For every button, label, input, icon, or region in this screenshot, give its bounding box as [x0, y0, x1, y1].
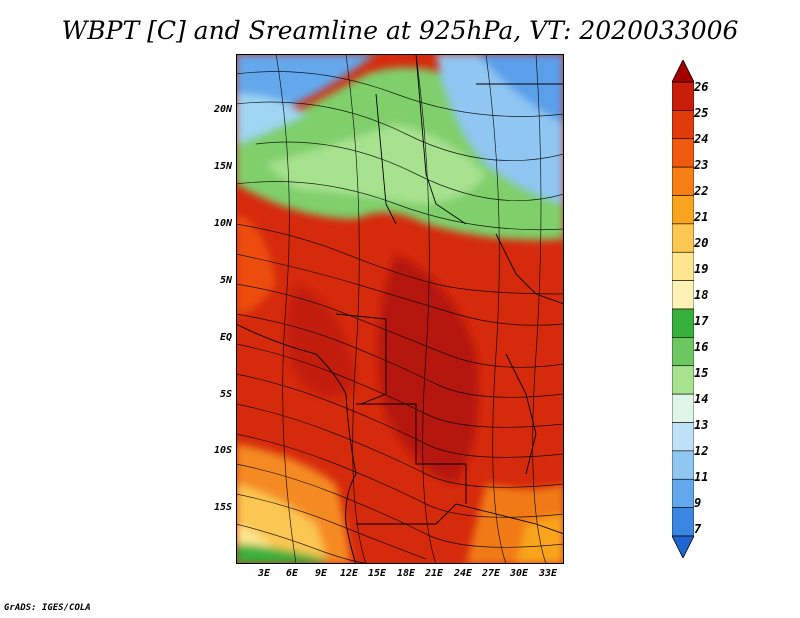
lat-tick-label: EQ	[219, 332, 232, 343]
lon-tick-label: 24E	[453, 568, 473, 579]
colorbar-label: 23	[694, 158, 709, 172]
colorbar-label: 7	[694, 522, 702, 536]
credit-text: GrADS: IGES/COLA	[4, 603, 91, 613]
colorbar-cell	[672, 365, 694, 395]
colorbar-label: 25	[694, 106, 709, 120]
colorbar-cell	[672, 166, 694, 196]
colorbar-label: 18	[694, 288, 709, 302]
lat-tick-label: 5N	[219, 275, 232, 286]
colorbar-label: 22	[694, 184, 709, 198]
colorbar-cell	[672, 280, 694, 310]
lon-tick-label: 12E	[339, 568, 359, 579]
lon-tick-label: 6E	[285, 568, 299, 579]
colorbar-cell	[672, 507, 694, 537]
colorbar-cell	[672, 308, 694, 338]
lon-tick-label: 21E	[424, 568, 444, 579]
colorbar-cell	[672, 393, 694, 423]
lon-tick-label: 33E	[538, 568, 558, 579]
lat-tick-label: 20N	[213, 104, 232, 115]
colorbar-cell	[672, 450, 694, 480]
lon-tick-label: 9E	[314, 568, 328, 579]
colorbar-label: 15	[694, 366, 709, 380]
streamlines	[236, 54, 564, 564]
colorbar-label: 26	[694, 80, 709, 94]
colorbar-cell	[672, 478, 694, 508]
lat-tick-label: 10S	[213, 445, 232, 456]
colorbar-bottom-arrow	[672, 535, 694, 558]
colorbar-label: 12	[694, 444, 709, 458]
colorbar-label: 24	[694, 132, 709, 146]
colorbar-cell	[672, 337, 694, 367]
lat-tick-label: 5S	[219, 389, 232, 400]
wbpt-core-zone	[378, 254, 479, 484]
colorbar-cell	[672, 110, 694, 140]
colorbar-label: 16	[694, 340, 709, 354]
colorbar-top-arrow	[672, 60, 694, 83]
lon-tick-label: 18E	[396, 568, 416, 579]
colorbar	[672, 60, 694, 558]
colorbar-cell	[672, 195, 694, 225]
colorbar-label: 17	[694, 314, 709, 328]
lon-tick-label: 3E	[257, 568, 271, 579]
colorbar-label: 19	[694, 262, 709, 276]
colorbar-cell	[672, 138, 694, 168]
colorbar-label: 11	[694, 470, 709, 484]
lon-tick-label: 15E	[367, 568, 387, 579]
lat-tick-label: 15S	[213, 502, 232, 513]
colorbar-label: 9	[694, 496, 702, 510]
page-title: WBPT [C] and Sreamline at 925hPa, VT: 20…	[61, 16, 739, 45]
map-panel	[236, 54, 564, 564]
colorbar-cell	[672, 251, 694, 281]
lat-tick-label: 10N	[213, 218, 232, 229]
colorbar-label: 20	[694, 236, 709, 250]
colorbar-label: 21	[694, 210, 709, 224]
lon-tick-label: 27E	[481, 568, 501, 579]
colorbar-cell	[672, 422, 694, 452]
lon-tick-label: 30E	[509, 568, 529, 579]
colorbar-cell	[672, 223, 694, 253]
country-borders	[236, 54, 564, 564]
colorbar-label: 14	[694, 392, 709, 406]
colorbar-label: 13	[694, 418, 709, 432]
map-frame	[236, 54, 564, 564]
lat-tick-label: 15N	[213, 161, 232, 172]
colorbar-cell	[672, 81, 694, 111]
